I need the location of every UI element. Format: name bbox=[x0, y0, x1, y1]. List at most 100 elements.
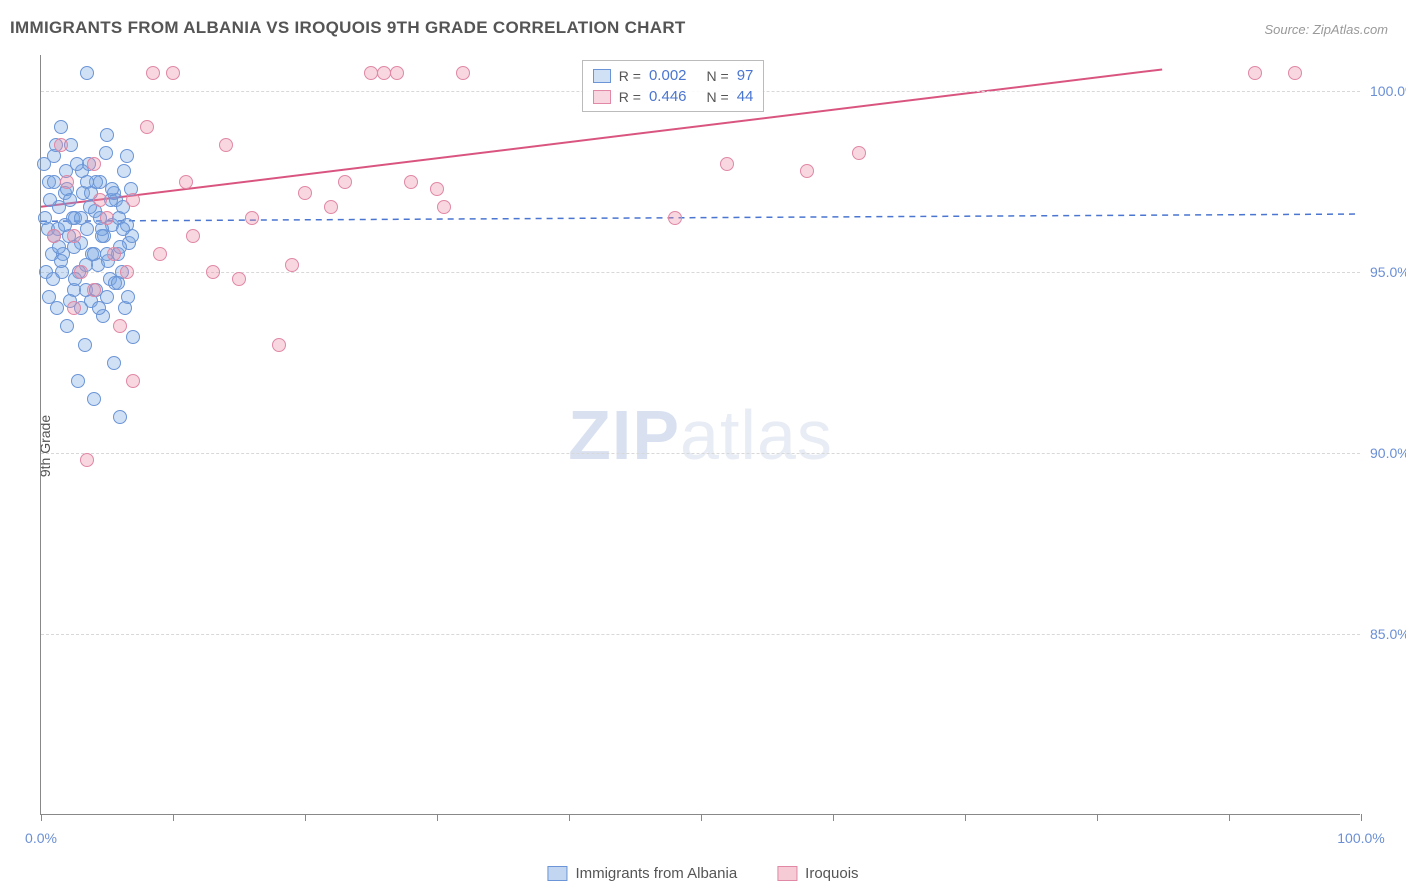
stat-r-value: 0.446 bbox=[649, 88, 687, 105]
scatter-point bbox=[116, 222, 130, 236]
scatter-point bbox=[437, 200, 451, 214]
x-tick bbox=[833, 814, 834, 821]
stats-box: R = 0.002 N = 97 R = 0.446 N = 44 bbox=[582, 60, 765, 112]
series-swatch bbox=[593, 69, 611, 83]
scatter-point bbox=[74, 211, 88, 225]
y-tick-label: 90.0% bbox=[1370, 445, 1406, 461]
scatter-point bbox=[298, 186, 312, 200]
stat-n-value: 97 bbox=[737, 67, 754, 84]
x-tick bbox=[701, 814, 702, 821]
scatter-point bbox=[46, 272, 60, 286]
scatter-point bbox=[377, 66, 391, 80]
scatter-point bbox=[54, 254, 68, 268]
scatter-point bbox=[338, 175, 352, 189]
scatter-point bbox=[245, 211, 259, 225]
scatter-point bbox=[232, 272, 246, 286]
gridline-h bbox=[41, 453, 1360, 454]
scatter-point bbox=[54, 138, 68, 152]
x-tick bbox=[965, 814, 966, 821]
bottom-legend: Immigrants from Albania Iroquois bbox=[547, 865, 858, 882]
source-label: Source: ZipAtlas.com bbox=[1264, 22, 1388, 37]
gridline-h bbox=[41, 634, 1360, 635]
x-tick bbox=[305, 814, 306, 821]
x-tick-label: 0.0% bbox=[25, 830, 57, 846]
stat-r-label: R = bbox=[619, 68, 641, 84]
scatter-point bbox=[99, 146, 113, 160]
scatter-point bbox=[404, 175, 418, 189]
scatter-point bbox=[38, 211, 52, 225]
scatter-point bbox=[100, 211, 114, 225]
scatter-point bbox=[107, 356, 121, 370]
scatter-point bbox=[219, 138, 233, 152]
x-tick bbox=[173, 814, 174, 821]
scatter-point bbox=[117, 164, 131, 178]
scatter-point bbox=[852, 146, 866, 160]
legend-item: Immigrants from Albania bbox=[547, 865, 737, 882]
scatter-point bbox=[67, 229, 81, 243]
scatter-point bbox=[43, 193, 57, 207]
scatter-point bbox=[179, 175, 193, 189]
scatter-point bbox=[668, 211, 682, 225]
stat-n-value: 44 bbox=[737, 88, 754, 105]
scatter-point bbox=[70, 157, 84, 171]
scatter-point bbox=[140, 120, 154, 134]
scatter-point bbox=[166, 66, 180, 80]
scatter-point bbox=[87, 283, 101, 297]
scatter-point bbox=[74, 265, 88, 279]
scatter-point bbox=[126, 193, 140, 207]
stat-r-label: R = bbox=[619, 89, 641, 105]
scatter-point bbox=[95, 229, 109, 243]
scatter-point bbox=[456, 66, 470, 80]
scatter-point bbox=[153, 247, 167, 261]
scatter-point bbox=[1248, 66, 1262, 80]
scatter-point bbox=[364, 66, 378, 80]
trend-line bbox=[41, 214, 1360, 221]
scatter-point bbox=[390, 66, 404, 80]
scatter-point bbox=[146, 66, 160, 80]
scatter-point bbox=[47, 175, 61, 189]
scatter-point bbox=[107, 247, 121, 261]
scatter-point bbox=[93, 193, 107, 207]
watermark: ZIPatlas bbox=[568, 395, 833, 475]
scatter-point bbox=[206, 265, 220, 279]
scatter-point bbox=[120, 149, 134, 163]
stat-r-value: 0.002 bbox=[649, 67, 687, 84]
scatter-point bbox=[80, 66, 94, 80]
scatter-point bbox=[54, 120, 68, 134]
stats-row: R = 0.446 N = 44 bbox=[593, 86, 754, 107]
scatter-point bbox=[126, 330, 140, 344]
y-tick-label: 95.0% bbox=[1370, 264, 1406, 280]
scatter-point bbox=[272, 338, 286, 352]
scatter-point bbox=[63, 193, 77, 207]
scatter-point bbox=[37, 157, 51, 171]
x-tick bbox=[1097, 814, 1098, 821]
legend-swatch bbox=[547, 866, 567, 881]
scatter-point bbox=[105, 182, 119, 196]
scatter-point bbox=[47, 229, 61, 243]
scatter-point bbox=[285, 258, 299, 272]
scatter-point bbox=[113, 319, 127, 333]
x-tick-label: 100.0% bbox=[1337, 830, 1384, 846]
scatter-point bbox=[113, 410, 127, 424]
scatter-point bbox=[42, 290, 56, 304]
x-tick bbox=[569, 814, 570, 821]
scatter-point bbox=[720, 157, 734, 171]
scatter-point bbox=[100, 128, 114, 142]
legend-item: Iroquois bbox=[777, 865, 858, 882]
x-tick bbox=[41, 814, 42, 821]
scatter-point bbox=[60, 175, 74, 189]
scatter-point bbox=[87, 157, 101, 171]
scatter-point bbox=[67, 301, 81, 315]
scatter-point bbox=[60, 319, 74, 333]
plot-area: ZIPatlas 85.0%90.0%95.0%100.0%0.0%100.0%… bbox=[40, 55, 1360, 815]
stat-n-label: N = bbox=[707, 89, 729, 105]
scatter-point bbox=[80, 453, 94, 467]
scatter-point bbox=[78, 338, 92, 352]
scatter-point bbox=[1288, 66, 1302, 80]
legend-label: Immigrants from Albania bbox=[575, 865, 737, 882]
chart-title: IMMIGRANTS FROM ALBANIA VS IROQUOIS 9TH … bbox=[10, 18, 686, 38]
scatter-point bbox=[186, 229, 200, 243]
stat-n-label: N = bbox=[707, 68, 729, 84]
series-swatch bbox=[593, 90, 611, 104]
x-tick bbox=[1229, 814, 1230, 821]
